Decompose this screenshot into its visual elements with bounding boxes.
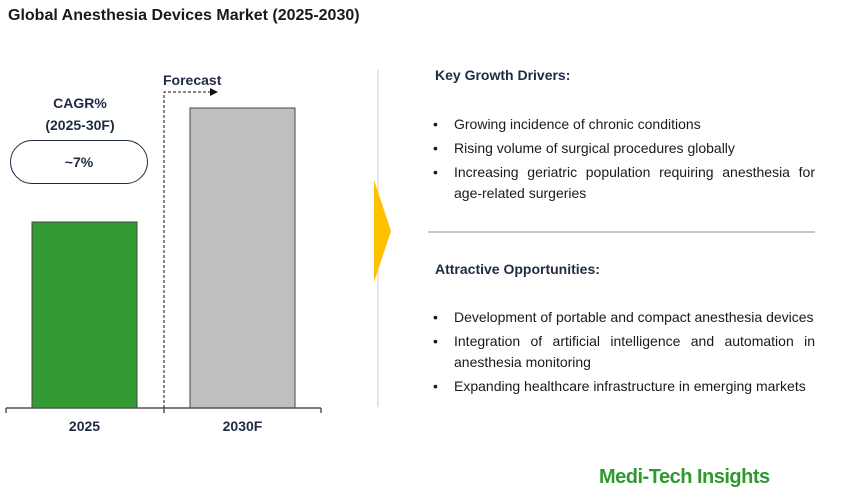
drivers-heading: Key Growth Drivers: [435,67,571,83]
bar-2030F [189,107,296,409]
list-item: Integration of artificial intelligence a… [433,331,815,373]
forecast-label: Forecast [163,72,222,88]
bar-2025 [31,221,138,409]
cagr-value-pill: ~7% [10,140,148,184]
logo: Medi-Tech Insights [599,466,770,488]
page-title: Global Anesthesia Devices Market (2025-2… [8,7,360,24]
list-item: Increasing geriatric population requirin… [433,162,815,204]
chevron-right-icon [374,180,391,282]
cagr-label-line2: (2025-30F) [45,117,115,133]
x-tick-label: 2025 [68,418,101,434]
list-item: Expanding healthcare infrastructure in e… [433,376,815,397]
opportunities-list: Development of portable and compact anes… [433,307,815,400]
list-item: Growing incidence of chronic conditions [433,114,815,135]
divider [428,231,815,233]
x-tick-label: 2030F [222,418,263,434]
list-item: Development of portable and compact anes… [433,307,815,328]
drivers-list: Growing incidence of chronic conditions … [433,114,815,207]
cagr-label: CAGR% (2025-30F) [10,92,150,136]
cagr-label-line1: CAGR% [53,95,107,111]
opportunities-heading: Attractive Opportunities: [435,261,600,277]
forecast-divider [163,91,212,408]
forecast-arrow-icon [210,88,218,96]
bar-chart [5,70,391,413]
list-item: Rising volume of surgical procedures glo… [433,138,815,159]
